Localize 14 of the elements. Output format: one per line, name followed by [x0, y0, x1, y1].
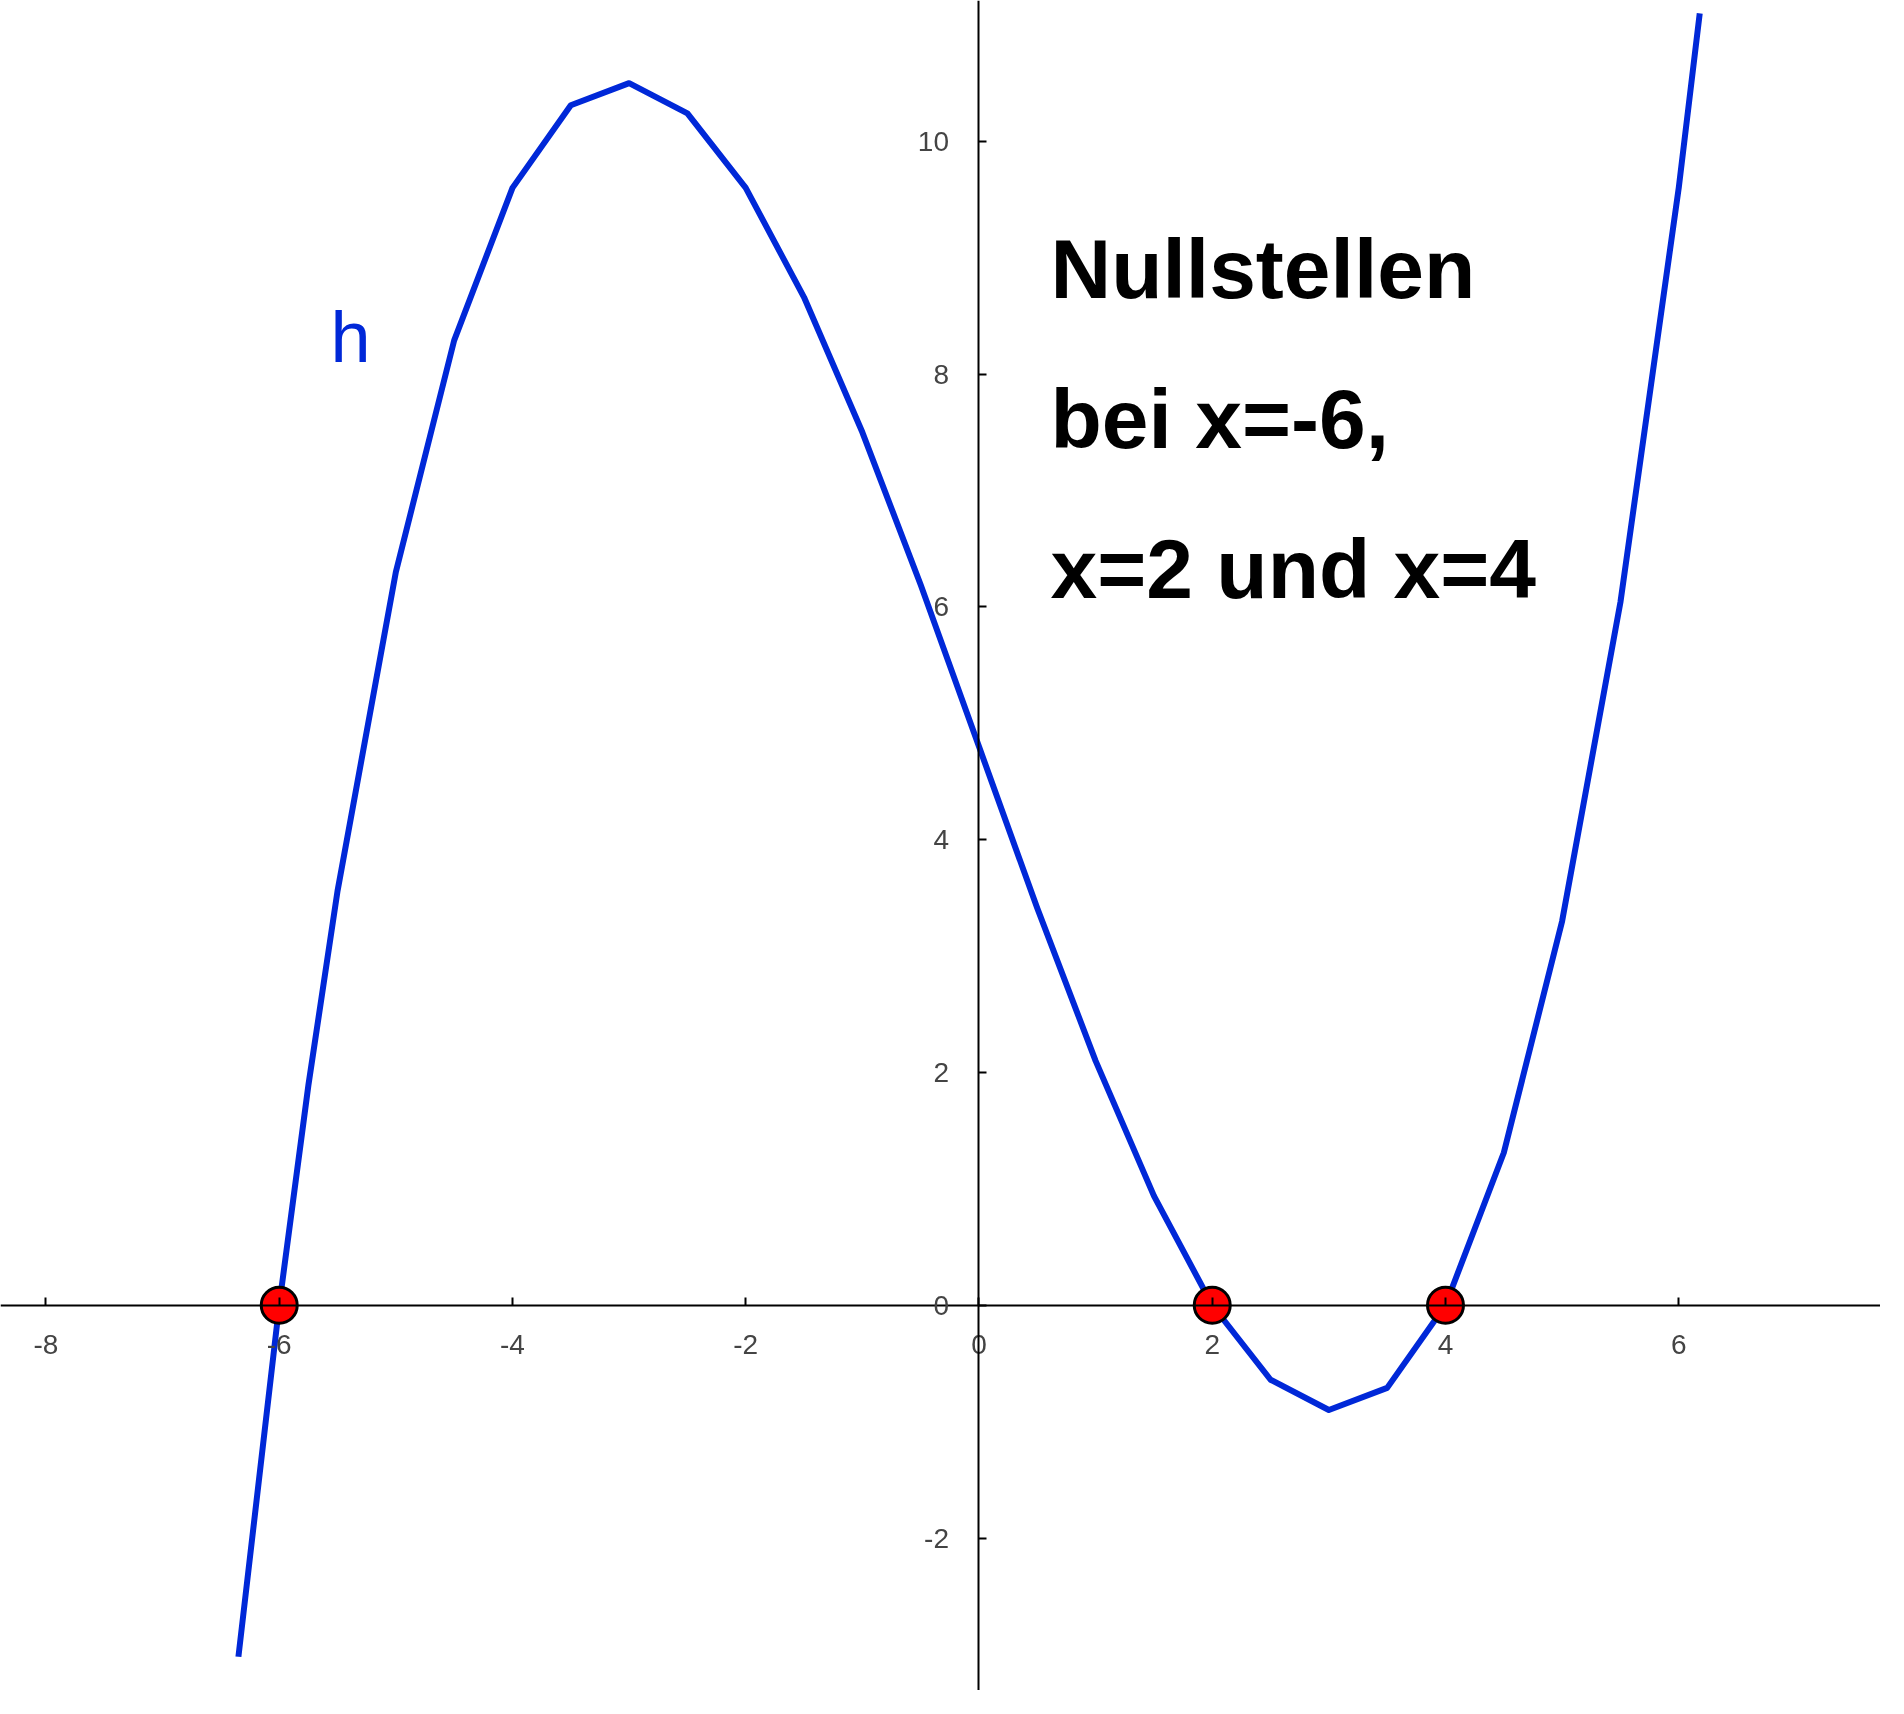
series-label: h [330, 296, 371, 377]
annotation: Nullstellen bei x=-6, x=2 und x=4 [1050, 221, 1537, 617]
y-tick-label: 8 [933, 358, 949, 390]
x-tick-label: 6 [1670, 1329, 1687, 1361]
y-tick-label: 6 [933, 591, 949, 623]
x-tick-label: 2 [1204, 1329, 1221, 1361]
x-tick-label: -4 [500, 1329, 525, 1361]
x-tick-label: -2 [733, 1329, 759, 1361]
y-tick-label: 10 [917, 125, 949, 157]
y-tick-label: 4 [933, 824, 949, 856]
x-tick-label: -8 [33, 1329, 59, 1361]
y-tick-label: -2 [924, 1522, 949, 1554]
x-tick-label: 4 [1437, 1329, 1454, 1361]
y-tick-label: 2 [933, 1056, 949, 1088]
